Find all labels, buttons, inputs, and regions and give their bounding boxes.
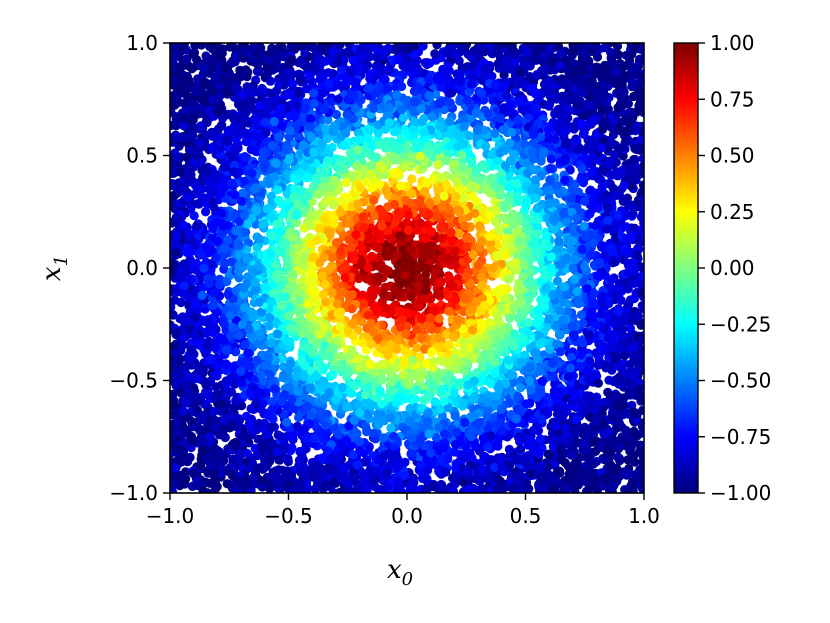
scatter-point [638, 153, 644, 163]
scatter-point [578, 318, 588, 328]
scatter-point [576, 310, 587, 320]
scatter-point [264, 321, 274, 331]
scatter-point [270, 125, 280, 135]
scatter-point [363, 124, 373, 134]
scatter-point [627, 400, 637, 410]
scatter-point [548, 442, 558, 452]
scatter-point [186, 203, 196, 214]
scatter-point [618, 142, 628, 152]
scatter-point [459, 398, 469, 408]
scatter-point [209, 407, 219, 417]
scatter-point [212, 360, 222, 370]
scatter-point [393, 260, 403, 270]
scatter-point [331, 109, 342, 120]
scatter-point [638, 304, 644, 314]
scatter-point [418, 164, 428, 174]
scatter-point [407, 174, 417, 184]
scatter-point [596, 175, 606, 185]
scatter-point [448, 486, 459, 493]
plot-area [169, 42, 645, 494]
scatter-point [402, 218, 412, 228]
scatter-point [432, 43, 442, 50]
scatter-point [170, 302, 176, 312]
scatter-point [637, 187, 644, 197]
scatter-point [188, 115, 198, 125]
scatter-point [383, 393, 393, 403]
scatter-points [170, 43, 644, 493]
scatter-point [197, 61, 207, 72]
scatter-point [553, 276, 563, 286]
scatter-point [552, 320, 562, 330]
scatter-point [435, 404, 445, 414]
scatter-point [636, 280, 644, 290]
scatter-point [189, 211, 199, 221]
scatter-point [241, 137, 251, 147]
scatter-point [192, 199, 202, 209]
scatter-point [264, 312, 275, 322]
scatter-point [509, 329, 520, 339]
scatter-point [212, 371, 222, 381]
scatter-point [246, 144, 256, 154]
scatter-point [386, 423, 396, 433]
scatter-point [504, 444, 514, 454]
scatter-point [484, 85, 494, 95]
scatter-point [504, 172, 514, 182]
scatter-point [493, 441, 503, 451]
scatter-point [472, 197, 482, 207]
scatter-point [600, 90, 610, 100]
scatter-point [639, 218, 644, 228]
scatter-point [358, 290, 368, 300]
scatter-point [545, 175, 555, 185]
